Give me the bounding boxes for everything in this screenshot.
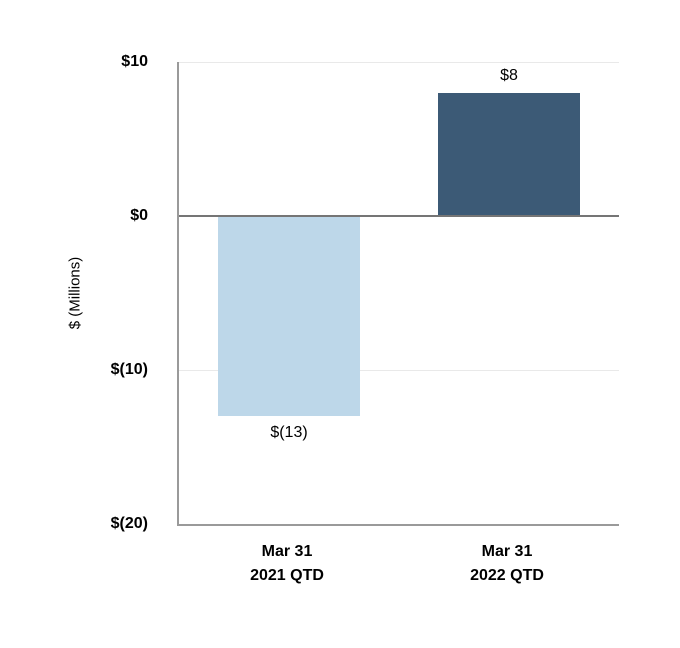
y-tick-label-0: $0 — [130, 207, 148, 224]
plot-area: $(13) $8 — [177, 62, 619, 526]
y-tick-label-neg20: $(20) — [110, 515, 148, 532]
y-axis-title: $ (Millions) — [66, 256, 84, 330]
x-category-2022-qtd: Mar 31 2022 QTD — [427, 540, 587, 588]
x-category-2022-line1: Mar 31 — [481, 543, 533, 560]
gridline-neg10 — [179, 370, 619, 371]
y-tick-label-neg10: $(10) — [110, 361, 148, 378]
bar-mar31-2022-qtd — [438, 93, 580, 216]
zero-axis-line — [179, 215, 619, 217]
bar-mar31-2021-qtd — [218, 216, 360, 416]
x-category-2021-line1: Mar 31 — [261, 543, 313, 560]
y-tick-label-10: $10 — [121, 53, 148, 70]
x-category-2021-qtd: Mar 31 2021 QTD — [207, 540, 367, 588]
x-category-2022-line2: 2022 QTD — [470, 567, 544, 584]
data-label-2022-qtd: $8 — [500, 67, 518, 84]
data-label-2021-qtd: $(13) — [270, 424, 308, 441]
x-category-2021-line2: 2021 QTD — [250, 567, 324, 584]
gridline-10 — [179, 62, 619, 63]
